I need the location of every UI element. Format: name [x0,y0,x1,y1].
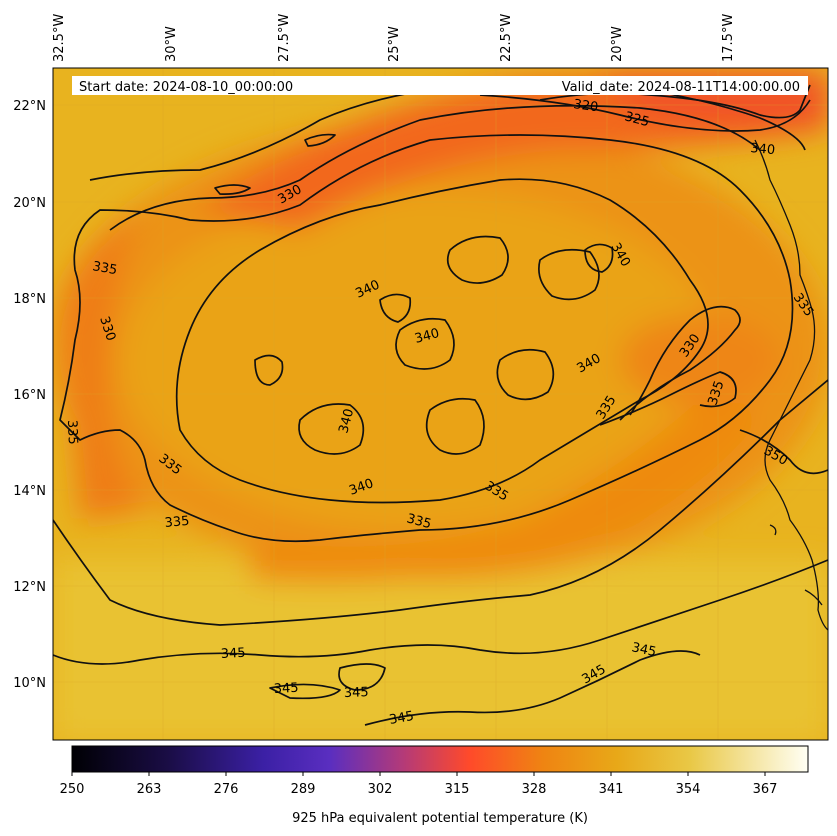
contour-335-ring [59,134,794,543]
contour-345-c [269,683,341,700]
contour-325 [479,94,811,132]
colorbar-tick-label: 315 [445,782,470,797]
contour-330-north2 [109,104,761,231]
contour-label: 340 [413,326,441,347]
contour-335-east [599,371,737,426]
contour-label: 335 [405,511,433,532]
colorbar-tick-label: 354 [676,782,701,797]
contour-cell-5 [538,248,600,301]
colorbar-title: 925 hPa equivalent potential temperature… [292,811,588,826]
contour-label: 340 [750,141,776,158]
lon-label: 20°W [610,26,625,62]
longitude-labels: 32.5°W 30°W 27.5°W 25°W 22.5°W 20°W 17.5… [52,14,736,62]
lon-label: 30°W [164,26,179,62]
contour-label: 345 [220,646,246,662]
lon-label: 17.5°W [721,14,736,62]
lon-label: 32.5°W [52,14,67,62]
colorbar-tick-label: 276 [214,782,239,797]
lat-label: 12°N [13,580,46,595]
colorbar-tick-label: 289 [291,782,316,797]
contour-cell-8 [584,243,614,273]
contour-label: 340 [336,407,357,435]
contour-label: 335 [706,379,728,407]
contour-350 [739,429,828,475]
contour-label: 335 [164,514,190,531]
lat-label: 20°N [13,196,46,211]
contour-lines [53,81,828,726]
contour-label: 345 [388,709,415,728]
colorbar-tick-label: 250 [60,782,85,797]
contour-label: 330 [96,315,118,343]
contour-cell-6 [446,235,509,284]
colorbar-tick-label: 328 [522,782,547,797]
contour-cold-blob [214,184,251,195]
contour-label: 345 [344,685,369,701]
colorbar-ticks [71,772,766,776]
date-banner [72,76,808,95]
coastline [754,139,828,631]
map-panel: 320 325 330 330 330 335 335 335 335 335 … [52,67,829,741]
contour-cell-2 [395,317,455,370]
contour-cold-blob2 [304,133,336,147]
lat-label: 14°N [13,484,46,499]
colorbar: 250 263 276 289 302 315 328 341 354 367 … [60,745,809,826]
contour-cell-4 [496,348,555,401]
lat-label: 16°N [13,388,46,403]
lon-label: 25°W [387,26,402,62]
lat-label: 18°N [13,292,46,307]
contour-345-b [53,559,828,665]
colorbar-tick-label: 367 [753,782,778,797]
contour-label: 335 [91,259,118,278]
contour-label: 345 [273,681,299,697]
contour-cell-3 [425,397,485,455]
graticule [53,68,828,740]
contour-345-a [53,379,828,626]
contour-345-e [364,650,701,726]
lat-label: 22°N [13,99,46,114]
contour-cell-1 [298,403,365,455]
contour-label: 335 [64,420,80,445]
contour-340-ring [175,178,709,504]
valid-date-text: Valid_date: 2024-08-11T14:00:00.00 [562,80,800,95]
contour-label: 345 [630,640,657,660]
contour-label: 325 [623,109,651,130]
colorbar-tick-label: 302 [368,782,393,797]
map-frame [52,67,829,741]
contour-cell-7 [254,354,284,386]
lat-label: 10°N [13,676,46,691]
lon-label: 22.5°W [499,14,514,62]
lon-label: 27.5°W [277,14,292,62]
contour-label: 320 [572,97,599,115]
colorbar-tick-labels: 250 263 276 289 302 315 328 341 354 367 [60,782,778,797]
contour-cell-9 [379,293,412,323]
colorbar-gradient [71,745,809,773]
colorbar-tick-label: 341 [599,782,624,797]
start-date-text: Start date: 2024-08-10_00:00:00 [79,80,293,95]
colorbar-tick-label: 263 [137,782,162,797]
latitude-labels: 22°N 20°N 18°N 16°N 14°N 12°N 10°N [13,99,46,691]
contour-345-d [338,663,386,691]
contour-330-east [619,305,741,421]
